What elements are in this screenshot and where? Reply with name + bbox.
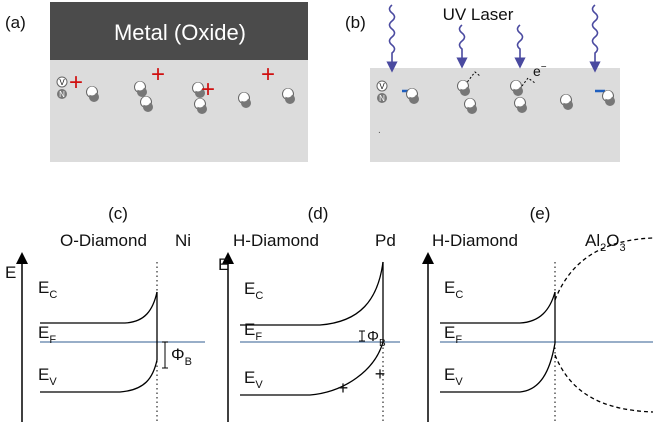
axis-label: E xyxy=(218,255,229,274)
vacancy xyxy=(512,81,521,90)
valence-band xyxy=(40,360,157,392)
level-label: EC xyxy=(38,278,57,301)
layer-label: Metal (Oxide) xyxy=(114,20,246,45)
positive-charge: + xyxy=(261,61,275,88)
material-label-sub: 3 xyxy=(619,242,625,254)
level-label: EV xyxy=(38,365,57,388)
conduction-band xyxy=(40,292,157,323)
level-label: EC xyxy=(444,278,463,301)
vacancy xyxy=(240,93,249,102)
material-label: Ni xyxy=(175,231,191,250)
vacancy xyxy=(604,91,613,100)
level-label-main: E xyxy=(244,279,255,298)
oxide-band xyxy=(555,238,653,300)
vacancy xyxy=(408,89,417,98)
oxide-band xyxy=(555,355,653,412)
panel-label: (d) xyxy=(308,204,329,223)
panel-label: (c) xyxy=(108,204,128,223)
vacancy xyxy=(516,98,525,107)
panel-label: (e) xyxy=(530,204,551,223)
figure: (a) Metal (Oxide) (b) UV Laser e− . VN++… xyxy=(0,0,653,432)
level-label-main: E xyxy=(38,365,49,384)
vacancy xyxy=(142,97,151,106)
material-label-main: O xyxy=(606,231,619,250)
positive-charge: + xyxy=(338,378,349,398)
level-label-main: E xyxy=(244,320,255,339)
level-label-sub: C xyxy=(49,289,57,301)
barrier-label-sub: B xyxy=(185,356,192,368)
positive-charge: + xyxy=(151,61,165,88)
vacancy xyxy=(466,99,475,108)
level-label-main: E xyxy=(444,278,455,297)
level-label: EV xyxy=(444,365,463,388)
barrier-bracket xyxy=(162,342,168,368)
diamond xyxy=(370,68,620,162)
material-label: H-Diamond xyxy=(432,231,518,250)
level-label-sub: C xyxy=(255,290,263,302)
positive-charge: + xyxy=(69,69,83,96)
panel-label: (b) xyxy=(345,13,366,32)
level-label-sub: F xyxy=(49,334,56,346)
barrier-label: ΦB xyxy=(171,345,192,368)
nitrogen-label: N xyxy=(379,94,385,103)
barrier-bracket xyxy=(359,331,365,341)
level-label: EF xyxy=(244,320,262,343)
material-label: Al2O3 xyxy=(585,231,626,254)
level-label-sub: C xyxy=(455,289,463,301)
level-label-main: E xyxy=(444,365,455,384)
axis-label: E xyxy=(5,263,16,282)
material-label: O-Diamond xyxy=(60,231,147,250)
level-label-sub: F xyxy=(255,331,262,343)
panel-label: (a) xyxy=(5,13,26,32)
laser-label: UV Laser xyxy=(443,5,514,24)
level-label-sub: F xyxy=(455,334,462,346)
positive-charge: + xyxy=(375,364,386,384)
level-label-main: E xyxy=(244,368,255,387)
dot: . xyxy=(378,125,381,136)
vacancy xyxy=(136,82,145,91)
level-label: EV xyxy=(244,368,263,391)
level-label-main: E xyxy=(444,323,455,342)
material-label: H-Diamond xyxy=(233,231,319,250)
level-label-main: E xyxy=(38,278,49,297)
nitrogen-label: N xyxy=(59,90,65,99)
vacancy-label: V xyxy=(59,78,65,87)
material-label-main: Pd xyxy=(375,231,396,250)
barrier-label-main: Φ xyxy=(367,328,379,345)
level-label: EC xyxy=(244,279,263,302)
level-label-sub: V xyxy=(455,376,463,388)
vacancy xyxy=(284,89,293,98)
vacancy xyxy=(88,87,97,96)
level-label-sub: V xyxy=(49,376,57,388)
barrier-label-main: Φ xyxy=(171,345,185,364)
vacancy-label: V xyxy=(379,82,385,91)
material-label-main: Al xyxy=(585,231,600,250)
vacancy xyxy=(562,95,571,104)
positive-charge: + xyxy=(201,76,215,103)
barrier-label-sub: B xyxy=(379,338,386,349)
level-label-main: E xyxy=(38,323,49,342)
vacancy xyxy=(459,81,468,90)
material-label-main: Ni xyxy=(175,231,191,250)
level-label-sub: V xyxy=(255,379,263,391)
material-label: Pd xyxy=(375,231,396,250)
